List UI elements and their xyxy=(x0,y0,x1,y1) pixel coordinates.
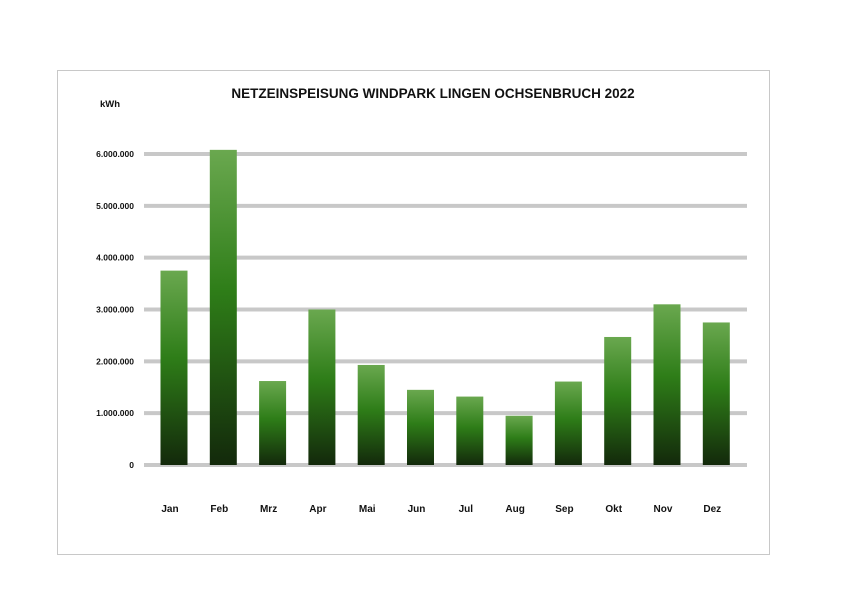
bar xyxy=(209,149,237,465)
x-tick-label: Nov xyxy=(654,504,673,515)
y-tick-label: 3.000.000 xyxy=(96,305,134,315)
x-tick-label: Mai xyxy=(359,504,376,515)
x-tick-label: Apr xyxy=(309,504,326,515)
x-tick-label: Dez xyxy=(703,504,721,515)
bar xyxy=(259,381,287,465)
x-tick-label: Aug xyxy=(505,504,524,515)
bar xyxy=(554,381,582,465)
y-tick-label: 2.000.000 xyxy=(96,356,134,366)
y-tick-labels: 0 1.000.000 2.000.000 3.000.000 4.000.000 5.0… xyxy=(96,149,134,470)
y-axis-unit-label: kWh xyxy=(100,99,120,110)
bar xyxy=(407,389,434,465)
x-tick-label: Mrz xyxy=(260,504,277,515)
x-tick-label: Feb xyxy=(210,504,228,515)
y-tick-label: 0 xyxy=(129,460,134,470)
bar xyxy=(357,364,385,465)
gridlines xyxy=(144,152,747,467)
bar xyxy=(653,304,681,465)
x-tick-label: Jun xyxy=(408,504,426,515)
y-tick-label: 4.000.000 xyxy=(96,253,134,263)
bar xyxy=(604,336,632,465)
y-tick-label: 6.000.000 xyxy=(96,149,134,159)
x-tick-label: Jul xyxy=(459,504,474,515)
x-tick-labels: Jan Feb Mrz Apr Mai Jun Jul Aug Sep Okt Nov Dez xyxy=(161,504,721,515)
bar xyxy=(505,415,533,465)
bar xyxy=(702,322,730,465)
x-tick-label: Sep xyxy=(555,504,573,515)
chart-title: NETZEINSPEISUNG WINDPARK LINGEN OCHSENBR… xyxy=(231,86,634,101)
bars xyxy=(160,149,730,465)
y-tick-label: 1.000.000 xyxy=(96,408,134,418)
y-tick-label: 5.000.000 xyxy=(96,201,134,211)
x-tick-label: Jan xyxy=(161,504,178,515)
bar xyxy=(456,396,484,465)
x-tick-label: Okt xyxy=(605,504,622,515)
bar xyxy=(160,270,188,465)
bar xyxy=(308,309,336,465)
